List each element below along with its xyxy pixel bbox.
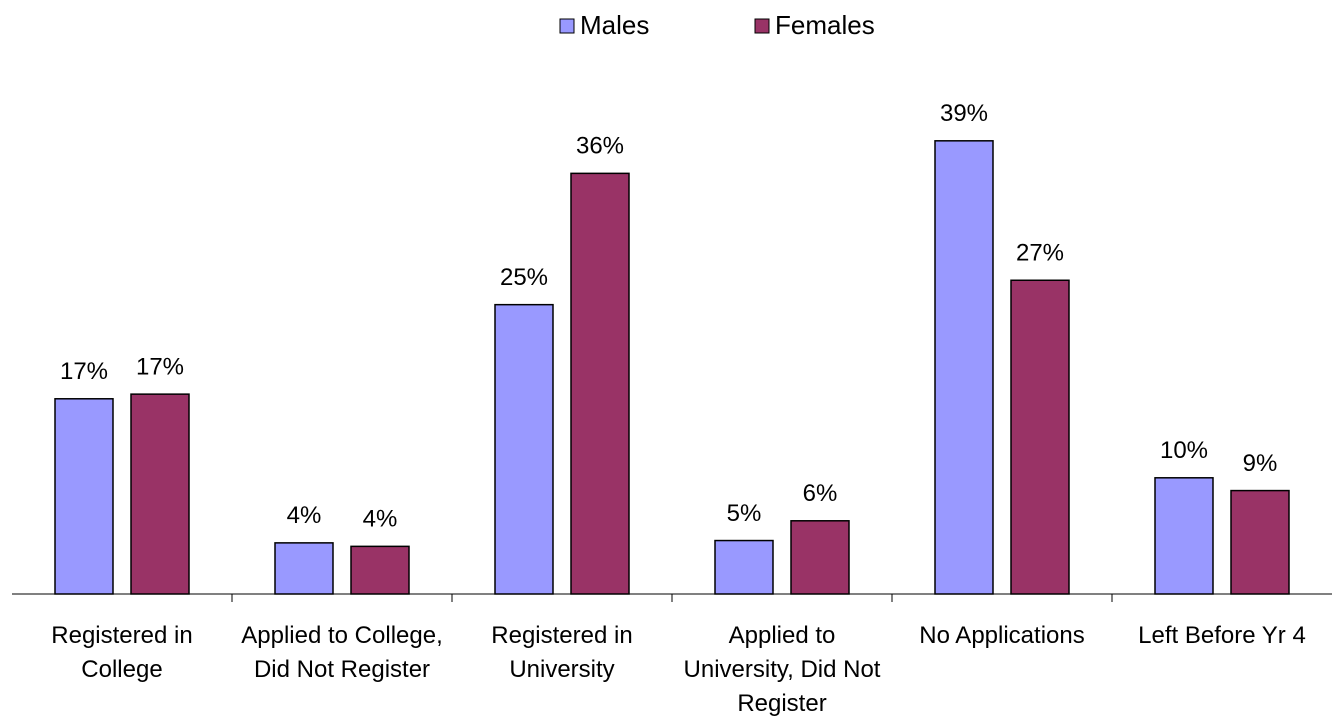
bar	[1154, 477, 1214, 595]
x-tick-label-line: No Applications	[919, 622, 1084, 649]
data-label: 4%	[287, 502, 322, 529]
x-tick-label-line: Registered in	[491, 622, 632, 649]
x-tick-label: Applied to College, Did Not Register	[241, 622, 442, 683]
x-tick-label: Applied to University, Did Not Register	[684, 622, 881, 717]
data-label: 9%	[1243, 450, 1278, 477]
data-label: 17%	[60, 358, 108, 385]
bar	[54, 398, 114, 595]
x-tick-label-line: University, Did Not	[684, 656, 881, 683]
bar	[274, 542, 334, 595]
bar	[494, 303, 554, 595]
data-label: 25%	[500, 264, 548, 291]
data-label: 36%	[576, 133, 624, 160]
data-label: 4%	[363, 506, 398, 533]
data-label: 27%	[1016, 240, 1064, 267]
x-tick-label-line: College	[81, 656, 162, 683]
legend-label: Males	[580, 10, 649, 40]
x-tick-label: Registered in University	[491, 622, 632, 683]
x-tick-label: Registered in College	[51, 622, 192, 683]
x-tick-label-line: Register	[737, 690, 826, 717]
x-tick-label-line: Applied to	[729, 622, 836, 649]
x-tick-label-line: Did Not Register	[254, 656, 430, 683]
x-tick-label-line: University	[509, 656, 614, 683]
bar	[350, 545, 410, 595]
data-label: 39%	[940, 100, 988, 127]
data-label: 17%	[136, 353, 184, 380]
bar	[1010, 279, 1070, 595]
x-tick-label-line: Registered in	[51, 622, 192, 649]
legend-swatch	[754, 18, 770, 34]
x-tick-label-line: Left Before Yr 4	[1138, 622, 1306, 649]
legend-swatch	[559, 18, 575, 34]
bar	[714, 539, 774, 595]
bar	[934, 140, 994, 595]
bar	[130, 393, 190, 595]
bar	[570, 172, 630, 595]
bar	[1230, 489, 1290, 595]
x-tick-label-line: Applied to College,	[241, 622, 442, 649]
data-label: 10%	[1160, 437, 1208, 464]
bar	[790, 520, 850, 595]
x-tick-label: Left Before Yr 4	[1138, 622, 1306, 649]
legend-label: Females	[775, 10, 875, 40]
data-label: 5%	[727, 500, 762, 527]
x-tick-label: No Applications	[919, 622, 1084, 649]
data-label: 6%	[803, 480, 838, 507]
